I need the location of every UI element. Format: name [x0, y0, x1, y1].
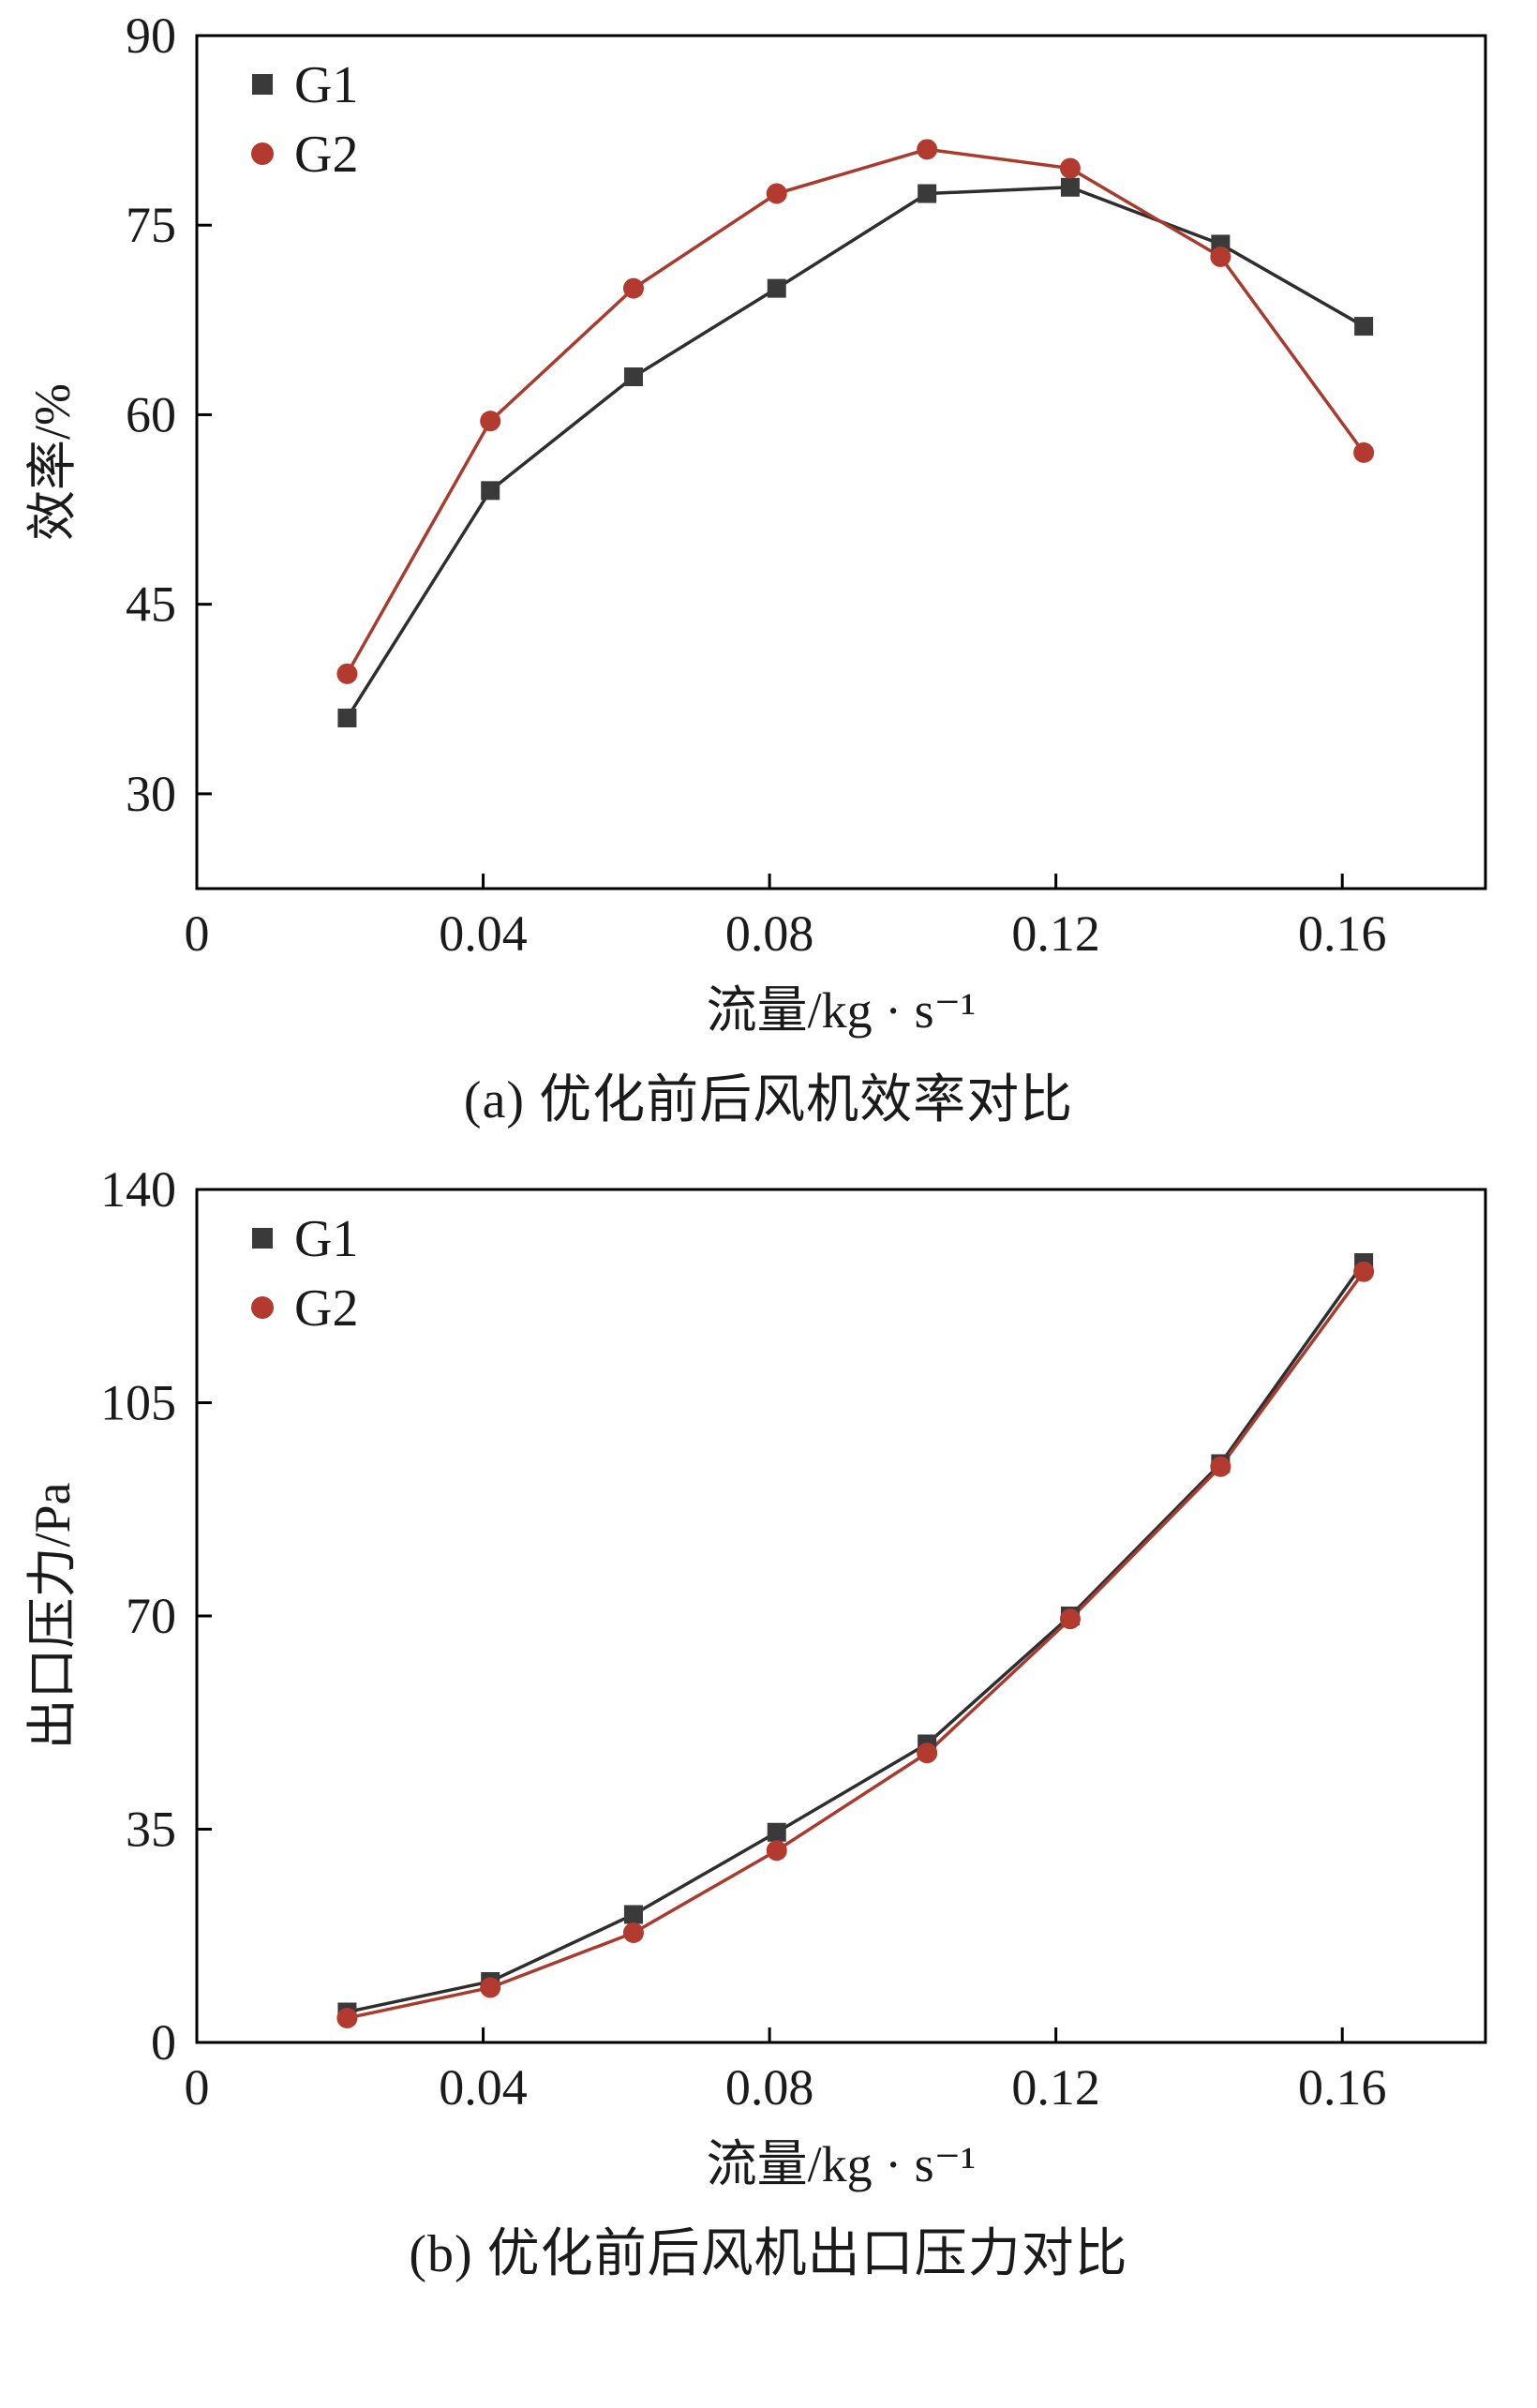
y-tick-label: 30	[126, 766, 176, 822]
y-tick-label: 70	[126, 1588, 176, 1644]
chart-b: 0 35 70 105 140 0 0.04 0.08 0.12 0.16 流量/kg · s⁻¹ 出…	[0, 1159, 1537, 2209]
y-axis-title: 效率/%	[24, 383, 81, 541]
chart-a-caption: (a) 优化前后风机效率对比	[463, 1071, 1074, 1129]
x-tick-label: 0.08	[725, 2059, 814, 2116]
x-axis-title: 流量/kg · s⁻¹	[707, 982, 977, 1039]
marker-square-G1	[481, 481, 500, 501]
y-tick-label: 35	[126, 1802, 176, 1858]
marker-circle-G2	[766, 1840, 787, 1862]
legend-label-G1: G1	[294, 56, 358, 114]
x-tick-label: 0.04	[439, 905, 528, 962]
marker-square-G1	[623, 1905, 643, 1924]
y-tick-label: 0	[151, 2014, 176, 2071]
legend-marker-G1	[252, 1228, 273, 1249]
marker-circle-G2	[1353, 441, 1375, 463]
marker-circle-G2	[480, 1977, 501, 1998]
x-tick-label: 0.16	[1298, 905, 1387, 962]
marker-circle-G2	[1210, 246, 1231, 267]
series-line-G1	[347, 1261, 1365, 2014]
marker-square-G1	[767, 1822, 786, 1842]
marker-square-G1	[1060, 177, 1080, 197]
chart-b-caption: (b) 优化前后风机出口压力对比	[409, 2225, 1128, 2283]
marker-circle-G2	[336, 2008, 358, 2028]
series-line-G1	[345, 186, 1365, 719]
x-tick-label: 0.12	[1011, 2059, 1100, 2116]
marker-circle-G2	[1353, 1261, 1375, 1282]
y-tick-label: 75	[126, 197, 176, 253]
marker-square-G1	[1354, 317, 1374, 337]
marker-circle-G2	[766, 183, 787, 204]
x-tick-label: 0	[185, 905, 210, 962]
plot-frame	[195, 1188, 1487, 2044]
legend-label-G1: G1	[294, 1210, 358, 1268]
y-tick-label: 140	[100, 1161, 176, 1218]
series-line-G2	[345, 147, 1365, 675]
marker-circle-G2	[917, 139, 938, 160]
y-tick-label: 60	[126, 386, 176, 442]
series-line-G2	[347, 1270, 1365, 2020]
legend-label-G2: G2	[294, 1279, 358, 1338]
marker-circle-G2	[336, 663, 358, 684]
x-tick-label: 0.08	[725, 905, 814, 962]
x-tick-label: 0.16	[1298, 2059, 1387, 2116]
marker-circle-G2	[917, 1742, 938, 1764]
marker-square-G1	[623, 367, 643, 386]
x-axis-title: 流量/kg · s⁻¹	[707, 2136, 977, 2192]
marker-square-G1	[767, 278, 786, 298]
chart-a: 30 45 60 75 90 0 0.04 0.08 0.12 0.16 流量/kg · s⁻¹ 效率…	[0, 6, 1537, 1055]
chart-svg: 30 45 60 75 90 0 0.04 0.08 0.12 0.16 流量/kg · s⁻¹ 效率…	[24, 7, 1487, 1039]
legend-label-G2: G2	[294, 126, 358, 184]
marker-circle-G2	[1059, 157, 1081, 179]
marker-circle-G2	[622, 277, 644, 299]
marker-circle-G2	[480, 411, 501, 432]
marker-square-G1	[918, 184, 937, 203]
chart-svg: 0 35 70 105 140 0 0.04 0.08 0.12 0.16 流量/kg · s⁻¹ 出…	[24, 1161, 1487, 2192]
y-tick-label: 90	[126, 7, 176, 64]
legend-marker-G2	[251, 1296, 274, 1319]
chart-a-figure: 30 45 60 75 90 0 0.04 0.08 0.12 0.16 流量/kg · s⁻¹ 效率…	[0, 6, 1537, 1133]
plot-frame	[195, 34, 1487, 890]
y-tick-label: 45	[126, 576, 176, 633]
y-axis-title: 出口压力/Pa	[24, 1482, 81, 1749]
marker-circle-G2	[1210, 1456, 1231, 1477]
marker-circle-G2	[1059, 1608, 1081, 1630]
marker-square-G1	[337, 709, 357, 727]
legend-marker-G2	[251, 142, 274, 165]
x-tick-label: 0	[185, 2059, 210, 2116]
marker-circle-G2	[622, 1922, 644, 1943]
chart-b-figure: 0 35 70 105 140 0 0.04 0.08 0.12 0.16 流量/kg · s⁻¹ 出…	[0, 1159, 1537, 2287]
legend-marker-G1	[252, 74, 273, 95]
x-tick-label: 0.12	[1011, 905, 1100, 962]
y-tick-label: 105	[100, 1375, 176, 1431]
x-tick-label: 0.04	[439, 2059, 528, 2116]
